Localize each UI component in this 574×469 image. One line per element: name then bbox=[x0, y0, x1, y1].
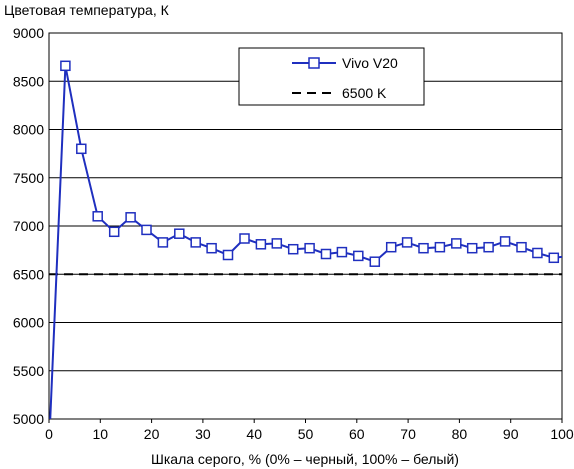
x-tick-labels: 0 10 20 30 40 50 60 70 80 90 100 bbox=[45, 419, 574, 442]
data-point bbox=[239, 233, 250, 244]
data-point bbox=[206, 242, 217, 254]
x-tick-label: 40 bbox=[246, 426, 262, 442]
y-tick-label: 9000 bbox=[13, 25, 44, 41]
data-point bbox=[451, 238, 462, 249]
data-point bbox=[548, 252, 560, 264]
x-tick-label: 90 bbox=[503, 426, 519, 442]
data-point bbox=[466, 242, 478, 254]
data-point bbox=[255, 239, 267, 250]
data-point bbox=[141, 224, 152, 236]
x-tick-label: 60 bbox=[349, 426, 365, 442]
legend-label-vivo: Vivo V20 bbox=[342, 55, 398, 71]
data-point bbox=[369, 256, 381, 267]
data-point bbox=[320, 248, 332, 260]
y-tick-label: 8000 bbox=[13, 122, 44, 138]
x-tick-label: 50 bbox=[298, 426, 314, 442]
data-point bbox=[434, 241, 446, 253]
y-tick-label: 5500 bbox=[13, 363, 44, 379]
x-tick-label: 70 bbox=[400, 426, 416, 442]
x-tick-label: 20 bbox=[144, 426, 160, 442]
legend-box bbox=[238, 47, 425, 106]
y-tick-label: 6000 bbox=[13, 315, 44, 331]
data-point bbox=[483, 241, 494, 253]
data-point bbox=[190, 237, 201, 248]
data-point bbox=[174, 228, 185, 239]
data-point bbox=[108, 226, 120, 238]
y-tick-label: 8500 bbox=[13, 73, 44, 89]
data-point bbox=[125, 212, 136, 223]
data-point bbox=[222, 249, 234, 261]
data-point bbox=[60, 60, 71, 72]
legend-marker-vivo bbox=[308, 57, 320, 69]
data-point bbox=[418, 242, 429, 254]
data-point bbox=[271, 238, 283, 249]
y-tick-label: 7500 bbox=[13, 170, 44, 186]
y-tick-label: 7000 bbox=[13, 218, 44, 234]
data-point bbox=[499, 236, 511, 247]
x-tick-label: 10 bbox=[93, 426, 109, 442]
x-tick-label: 80 bbox=[452, 426, 468, 442]
y-axis-title: Цветовая температура, К bbox=[4, 2, 170, 18]
data-point bbox=[76, 143, 87, 155]
x-tick-label: 100 bbox=[550, 426, 574, 442]
series-layer bbox=[49, 60, 562, 419]
data-point bbox=[516, 241, 527, 253]
data-point bbox=[92, 211, 103, 222]
data-point bbox=[336, 246, 348, 258]
data-point bbox=[304, 242, 315, 254]
x-tick-label: 0 bbox=[45, 426, 53, 442]
y-tick-label: 6500 bbox=[13, 266, 44, 282]
x-axis-title: Шкала серого, % (0% – черный, 100% – бел… bbox=[151, 451, 459, 467]
data-point bbox=[157, 237, 169, 248]
y-tick-labels: 5000 5500 6000 6500 7000 7500 8000 8500 9000 bbox=[13, 25, 44, 427]
data-point bbox=[385, 241, 397, 253]
y-tick-label: 5000 bbox=[13, 411, 44, 427]
data-point bbox=[353, 250, 364, 262]
x-tick-label: 30 bbox=[195, 426, 211, 442]
data-point bbox=[532, 247, 543, 259]
legend: Vivo V20 6500 K bbox=[238, 47, 425, 106]
series-line-vivo-v20 bbox=[49, 64, 562, 419]
legend-label-6500: 6500 K bbox=[342, 85, 387, 101]
data-point bbox=[287, 243, 299, 255]
data-point bbox=[401, 237, 413, 248]
